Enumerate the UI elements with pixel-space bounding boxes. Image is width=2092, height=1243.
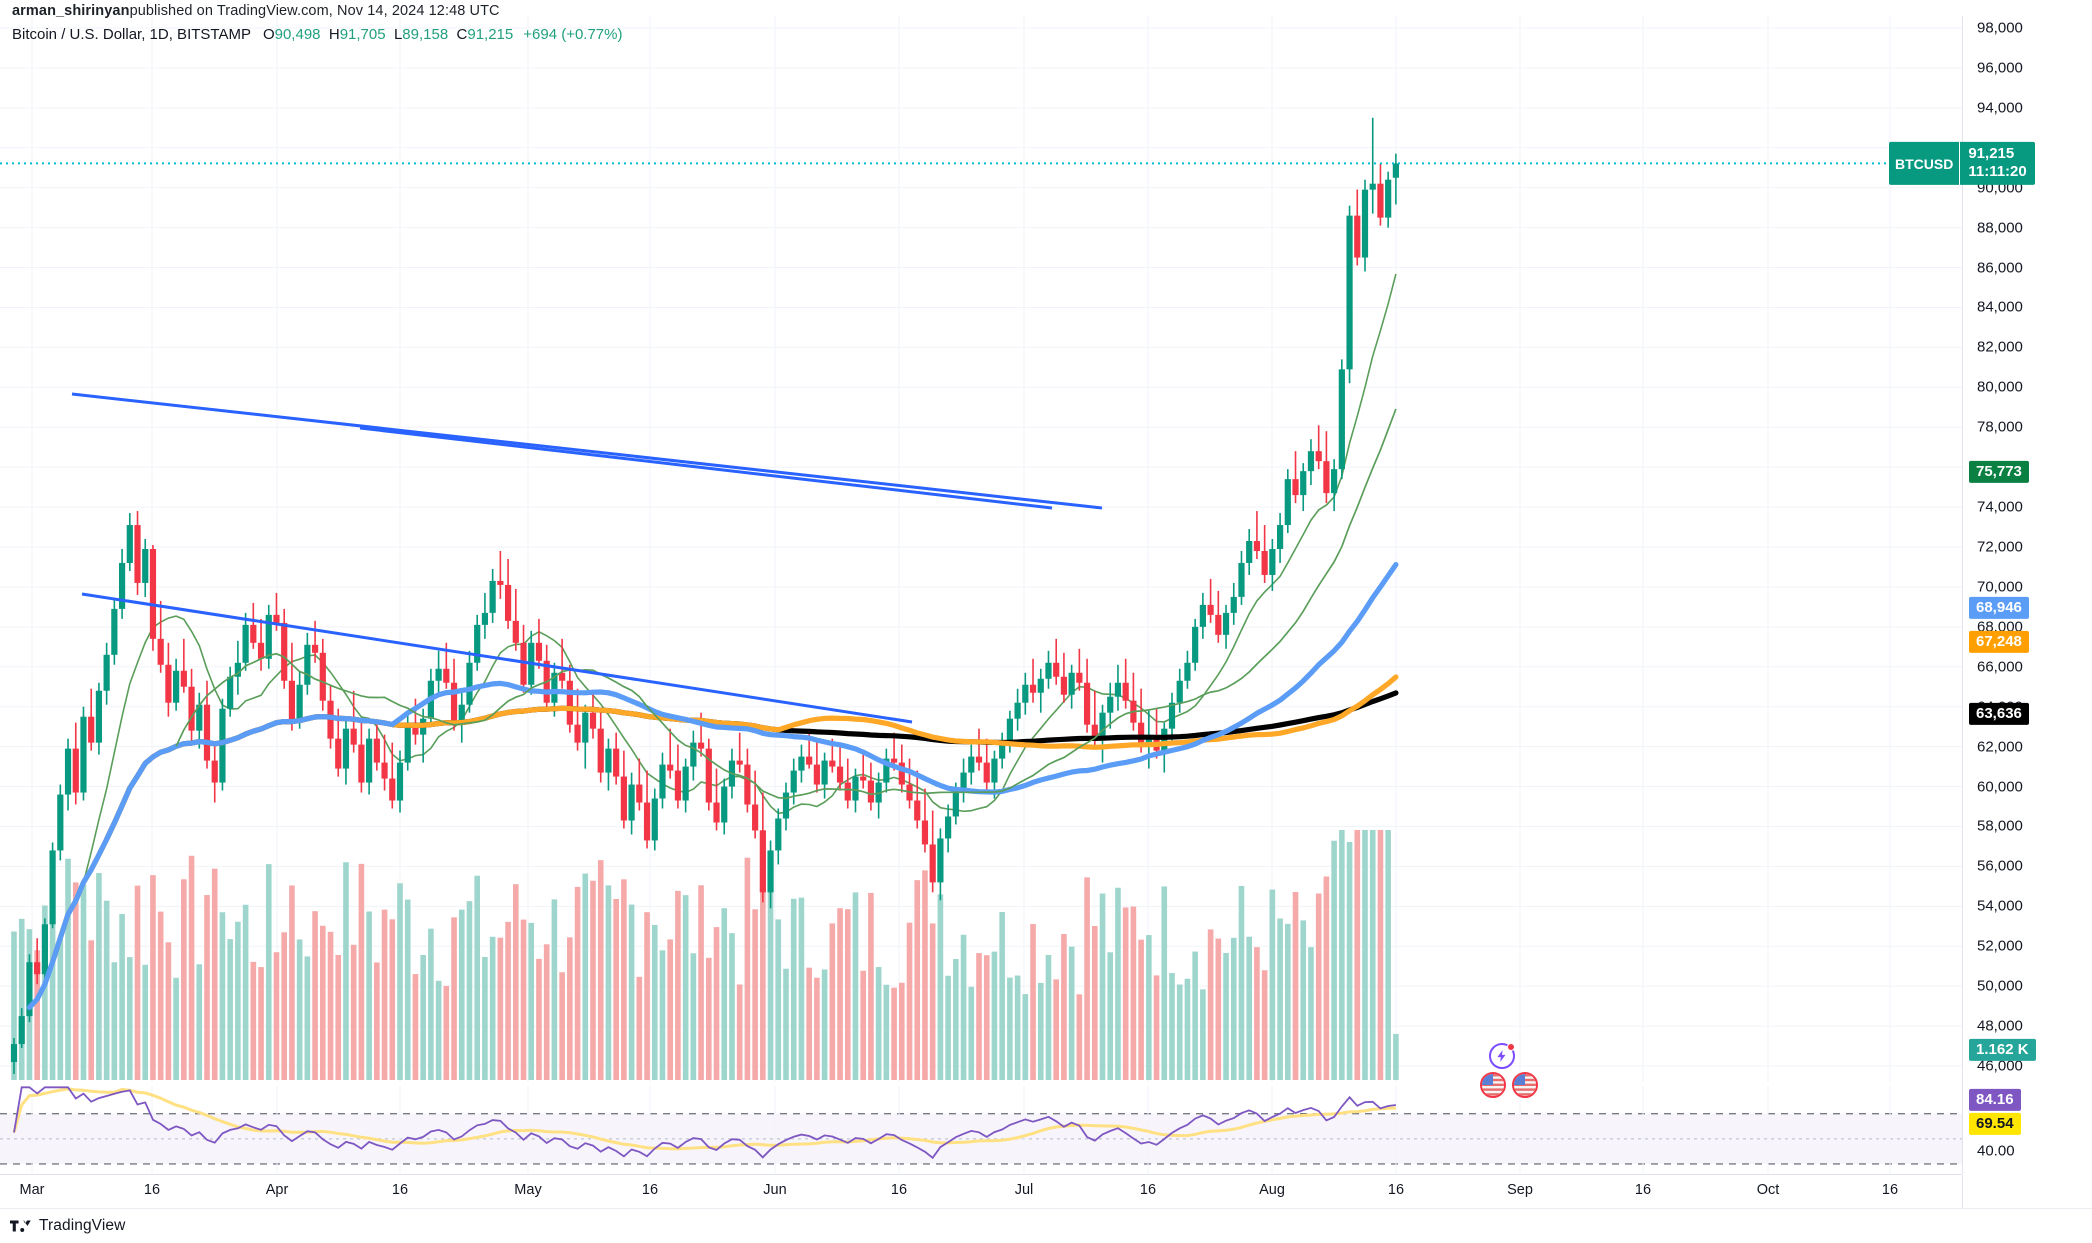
trendline-annotations[interactable] — [71, 392, 1103, 724]
bolt-glyph — [1497, 1050, 1506, 1062]
open-value: 90,498 — [274, 25, 321, 43]
time-tick: 16 — [1139, 1182, 1157, 1198]
attribution-author: arman_shirinyan — [12, 3, 130, 19]
price-tick: 88,000 — [1977, 219, 2023, 237]
price-tick: 72,000 — [1977, 538, 2023, 556]
close-value: 91,215 — [467, 25, 514, 43]
ma-blue-price-tag: 68,946 — [1969, 596, 2029, 620]
price-tick: 78,000 — [1977, 418, 2023, 436]
current-price-badge[interactable]: BTCUSD 91,215 11:11:20 — [1889, 142, 2035, 185]
price-tick: 94,000 — [1977, 99, 2023, 117]
time-tick: Apr — [265, 1182, 289, 1198]
time-tick: 16 — [391, 1182, 409, 1198]
ma-black-price-tag: 63,636 — [1969, 702, 2029, 726]
high-label: H — [328, 25, 340, 43]
time-tick: 16 — [641, 1182, 659, 1198]
close-label: C — [456, 25, 468, 43]
time-scale[interactable]: Mar 16 Apr 16 May 16 Jun 16 Jul 16 Aug 16 Sep 16 Oct 16 — [0, 1174, 2092, 1209]
volume-bars — [11, 830, 1399, 1080]
symbol-title[interactable]: Bitcoin / U.S. Dollar, 1D, BITSTAMP — [12, 25, 251, 43]
price-tick: 82,000 — [1977, 338, 2023, 356]
price-chart-canvas — [0, 16, 1962, 1082]
price-tick: 50,000 — [1977, 977, 2023, 995]
rsi-value-tag: 84.16 — [1969, 1088, 2021, 1112]
price-tick: 58,000 — [1977, 817, 2023, 835]
ma-orange-price-tag: 67,248 — [1969, 630, 2029, 653]
high-value: 91,705 — [339, 25, 386, 43]
us-flag-glyph — [1514, 1074, 1536, 1096]
rsi-pane[interactable] — [0, 1086, 1962, 1174]
rsi-line — [13, 1086, 1397, 1160]
ma-green-long-line — [175, 408, 1397, 800]
price-tick: 84,000 — [1977, 298, 2023, 316]
price-scale[interactable]: 98,00096,00094,00092,00090,00088,00086,0… — [1889, 16, 2092, 1174]
open-label: O — [262, 25, 275, 43]
time-tick: 16 — [143, 1182, 161, 1198]
us-flag-event-icon[interactable] — [1512, 1072, 1538, 1098]
time-tick: 16 — [1387, 1182, 1405, 1198]
current-price-value: 91,215 — [1968, 145, 2015, 163]
price-tick: 48,000 — [1977, 1017, 2023, 1035]
us-flag-event-icon[interactable] — [1480, 1072, 1506, 1098]
rsi-ma-value-tag: 69.54 — [1969, 1112, 2021, 1136]
ma-green-line — [82, 273, 1397, 883]
chart-legend[interactable]: Bitcoin / U.S. Dollar, 1D, BITSTAMP O90,… — [12, 24, 623, 44]
tradingview-logo-icon — [10, 1220, 31, 1232]
ma-blue-line — [26, 562, 1399, 1011]
tradingview-wordmark: TradingView — [39, 1217, 126, 1234]
price-tick: 52,000 — [1977, 937, 2023, 955]
price-tick: 56,000 — [1977, 857, 2023, 875]
current-price-symbol: BTCUSD — [1889, 142, 1960, 185]
current-price-value-block: 91,215 11:11:20 — [1960, 142, 2035, 185]
time-tick: Aug — [1259, 1182, 1285, 1198]
grid-lines — [0, 16, 1962, 1082]
price-tick: 80,000 — [1977, 378, 2023, 396]
price-tick: 74,000 — [1977, 498, 2023, 516]
price-tick: 98,000 — [1977, 19, 2023, 37]
rsi-chart-canvas — [0, 1086, 1962, 1174]
price-tick: 60,000 — [1977, 778, 2023, 796]
time-tick: Mar — [19, 1182, 45, 1198]
low-value: 89,158 — [402, 25, 449, 43]
time-tick: May — [514, 1182, 542, 1198]
time-scale-corner — [1962, 1175, 2092, 1209]
moving-average-lines — [82, 273, 1397, 883]
volume-value-tag: 1.162 K — [1969, 1038, 2036, 1062]
price-pane[interactable] — [0, 16, 1962, 1082]
lower-support — [81, 592, 913, 724]
attribution-rest: published on TradingView.com, Nov 14, 20… — [129, 3, 500, 19]
price-tick: 62,000 — [1977, 738, 2023, 756]
price-tick: 86,000 — [1977, 259, 2023, 277]
time-tick: 16 — [1634, 1182, 1652, 1198]
price-tick: 66,000 — [1977, 658, 2023, 676]
price-tick: 46,000 — [1977, 1057, 2023, 1075]
rsi-ma-line — [12, 1087, 1396, 1151]
low-label: L — [393, 25, 403, 43]
thick-ma-lines — [26, 562, 1399, 1011]
candlestick-series — [10, 117, 1399, 1075]
time-tick: Oct — [1756, 1182, 1780, 1198]
earnings-bolt-icon[interactable] — [1489, 1043, 1515, 1069]
ohlc-values: O90,498 H91,705 L89,158 C91,215 — [263, 26, 513, 43]
time-tick: Jul — [1014, 1182, 1034, 1198]
change-value: +694 (+0.77%) — [523, 25, 623, 43]
upper-resistance-2 — [359, 426, 1053, 510]
us-flag-glyph — [1482, 1074, 1504, 1096]
time-tick: 16 — [890, 1182, 908, 1198]
attribution-bar: arman_shirinyan published on TradingView… — [0, 0, 2092, 22]
price-tick: 96,000 — [1977, 59, 2023, 77]
time-tick: Sep — [1507, 1182, 1533, 1198]
time-tick: Jun — [763, 1182, 787, 1198]
time-tick: 16 — [1881, 1182, 1899, 1198]
current-price-countdown: 11:11:20 — [1968, 162, 2027, 180]
notification-dot — [1507, 1043, 1515, 1051]
price-tick: 54,000 — [1977, 897, 2023, 915]
ma-green-price-tag: 75,773 — [1969, 460, 2029, 483]
footer-bar: TradingView — [0, 1208, 2092, 1243]
rsi-axis-tick: 40.00 — [1977, 1142, 2015, 1160]
upper-resistance-1 — [71, 392, 1103, 510]
price-tick: 70,000 — [1977, 578, 2023, 596]
